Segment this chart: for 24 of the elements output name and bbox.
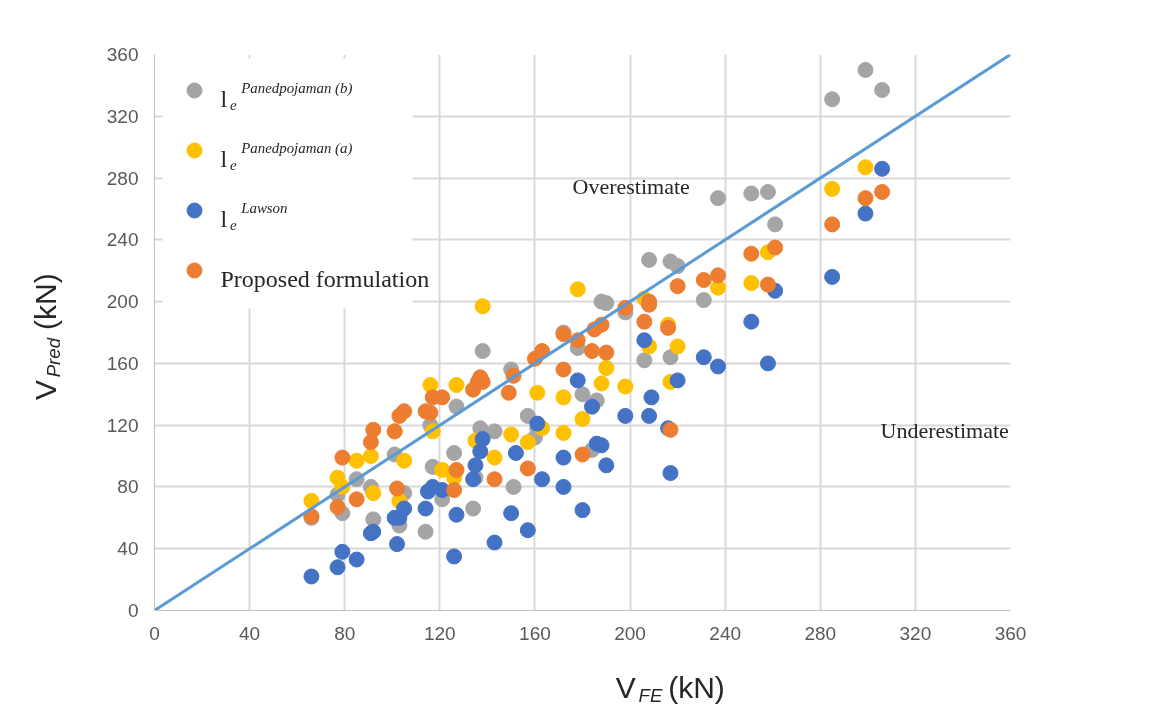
x-tick-label: 40 [239, 622, 261, 644]
x-tick-label: 80 [334, 622, 356, 644]
y-tick-label: 160 [106, 352, 139, 374]
legend-label: Proposed formulation [220, 265, 430, 292]
annotation: Overestimate [572, 173, 690, 199]
x-tick-label: 320 [899, 622, 932, 644]
x-tick-label: 200 [614, 622, 646, 644]
y-tick-label: 240 [106, 229, 139, 251]
x-tick-label: 120 [423, 622, 456, 644]
y-tick-label: 360 [106, 44, 139, 65]
x-tick-label: 160 [519, 622, 551, 644]
y-tick-label: 40 [117, 538, 139, 560]
y-tick-label: 80 [117, 476, 139, 498]
y-tick-label: 280 [106, 167, 139, 189]
x-tick-label: 280 [804, 622, 837, 644]
annotation: Underestimate [880, 417, 1009, 443]
y-axis-title: VPred (kN) [29, 273, 65, 401]
y-tick-label: 0 [127, 600, 139, 621]
y-tick-label: 320 [106, 105, 139, 127]
x-tick-label: 240 [709, 622, 742, 644]
x-tick-label: 360 [994, 622, 1027, 644]
x-tick-label: 0 [149, 622, 160, 644]
y-tick-label: 120 [106, 414, 139, 436]
y-tick-label: 200 [106, 291, 139, 313]
